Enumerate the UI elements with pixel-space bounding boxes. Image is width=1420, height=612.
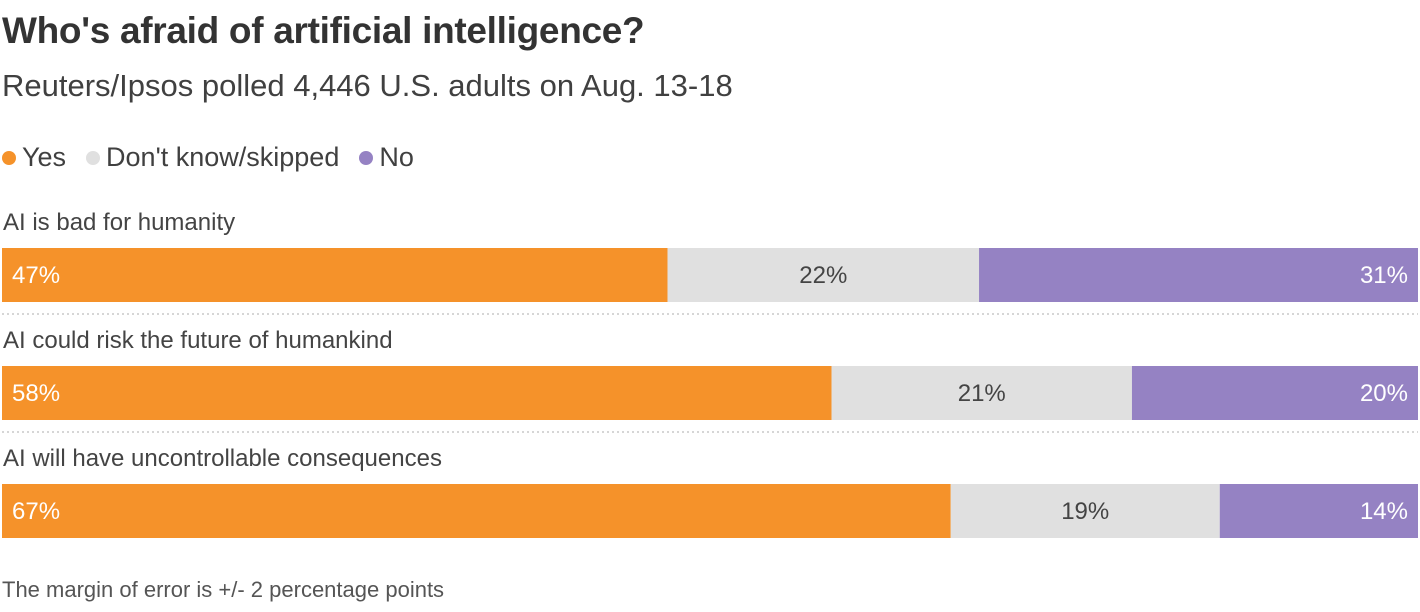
data-label-dont-know-row-1: 22% [799, 262, 847, 289]
chart-subtitle: Reuters/Ipsos polled 4,446 U.S. adults o… [2, 68, 733, 103]
bar-yes-row-3 [2, 484, 951, 538]
legend-label-yes: Yes [22, 142, 67, 172]
bar-dont-know-row-1 [667, 248, 980, 302]
bar-no-row-2 [1131, 366, 1418, 420]
legend-item-dont-know: Don't know/skipped [86, 142, 339, 173]
chart-title: Who's afraid of artificial intelligence? [2, 10, 645, 51]
row-label-3: AI will have uncontrollable consequences [3, 445, 442, 472]
legend-label-no: No [379, 142, 414, 172]
row-label-1: AI is bad for humanity [3, 209, 235, 236]
legend: Yes Don't know/skipped No [2, 142, 434, 173]
bar-yes-row-1 [2, 248, 668, 302]
data-label-dont-know-row-3: 19% [1061, 498, 1109, 525]
legend-item-yes: Yes [2, 142, 66, 173]
bar-dont-know-row-3 [950, 484, 1220, 538]
chart-note: The margin of error is +/- 2 percentage … [2, 577, 445, 602]
data-label-no-row-1: 31% [1360, 262, 1408, 289]
bar-no-row-1 [979, 248, 1418, 302]
data-label-yes-row-3: 67% [12, 498, 60, 525]
data-label-yes-row-1: 47% [12, 262, 60, 289]
stacked-bar-chart: AI is bad for humanity 47% 22% 31% AI could … [2, 209, 1418, 538]
legend-swatch-yes [2, 150, 16, 165]
legend-label-dont-know: Don't know/skipped [106, 142, 340, 172]
data-label-no-row-3: 14% [1360, 498, 1408, 525]
bar-dont-know-row-2 [831, 366, 1132, 420]
legend-item-no: No [359, 142, 414, 173]
legend-swatch-no [359, 150, 374, 165]
data-label-yes-row-2: 58% [12, 380, 60, 407]
data-label-no-row-2: 20% [1360, 380, 1408, 407]
data-label-dont-know-row-2: 21% [958, 380, 1006, 407]
row-label-2: AI could risk the future of humankind [3, 327, 393, 354]
bar-yes-row-2 [2, 366, 832, 420]
legend-swatch-dont-know [86, 150, 101, 165]
bar-no-row-3 [1219, 484, 1418, 538]
